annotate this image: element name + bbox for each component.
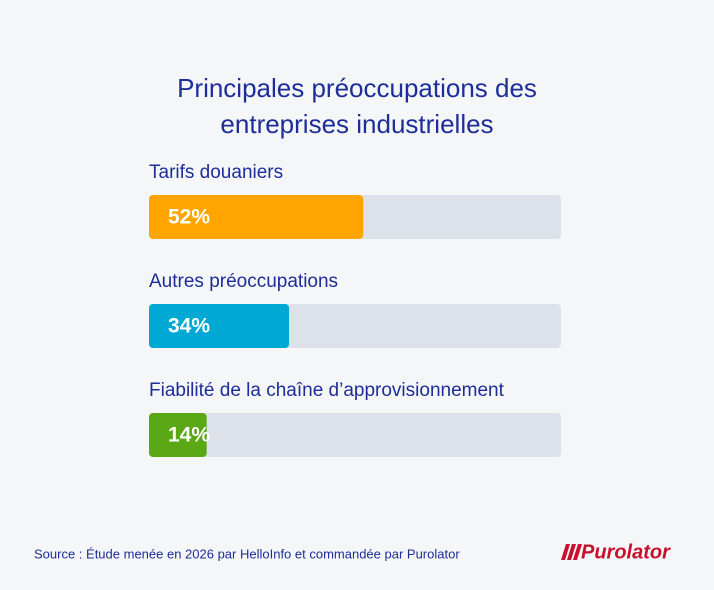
category-label: Tarifs douaniers — [149, 162, 283, 183]
bar — [149, 413, 207, 457]
bar — [149, 304, 290, 348]
category-label: Autres préoccupations — [149, 271, 338, 292]
logo-stripes — [561, 544, 582, 560]
bar — [149, 195, 364, 239]
source: Source : Étude menée en 2026 par HelloIn… — [34, 546, 460, 561]
bar-track — [149, 413, 561, 457]
value-label: 52% — [168, 206, 210, 229]
value-label: 14% — [168, 424, 210, 447]
value-label: 34% — [168, 315, 210, 338]
chart-title: Principales préoccupations des entrepris… — [177, 73, 537, 139]
logo: Purolator — [581, 541, 671, 563]
category-label: Fiabilité de la chaîne d’approvisionneme… — [149, 380, 505, 401]
